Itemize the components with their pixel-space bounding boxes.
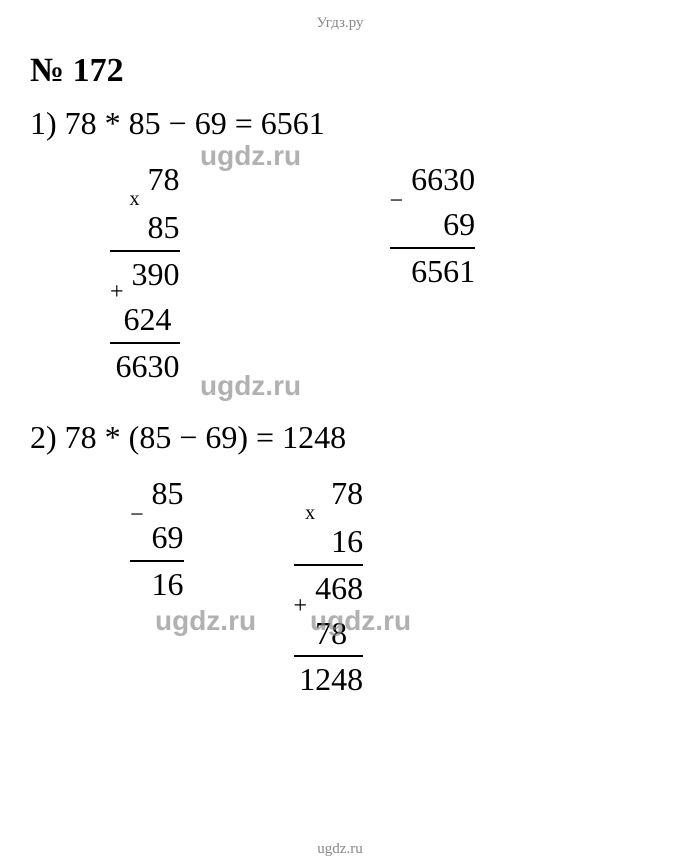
calc-row: х 78 [110, 157, 180, 205]
plus-operator: + [294, 593, 308, 619]
calc-result: 6630 [110, 344, 180, 389]
watermark: ugdz.ru [200, 140, 301, 172]
calc-row: 85 [110, 205, 180, 252]
subtraction-block-2: − 85 69 16 [130, 471, 184, 703]
partial-1: 468 [315, 570, 363, 606]
calc-row: 16 [294, 519, 364, 566]
mult-operator: х [130, 188, 140, 210]
problem-2-equation: 2) 78 * (85 − 69) = 1248 [30, 419, 650, 456]
operand-a: 78 [331, 475, 363, 511]
minus-operator: − [130, 502, 144, 528]
operand-a: 85 [152, 475, 184, 511]
minus-operator: − [390, 188, 404, 214]
problem-1-calculations: х 78 85 + 390 624 6630 − 6630 69 6561 [30, 157, 650, 389]
plus-operator: + [110, 279, 124, 305]
calc-row: − 6630 [390, 157, 476, 202]
calc-row: + 390 [110, 252, 180, 297]
problem-2-calculations: − 85 69 16 х 78 16 + 468 78 1248 [30, 471, 650, 703]
multiplication-block-2: х 78 16 + 468 78 1248 [294, 471, 364, 703]
watermark: ugdz.ru [155, 605, 256, 637]
operand-a: 78 [148, 161, 180, 197]
subtraction-block-1: − 6630 69 6561 [390, 157, 476, 389]
calc-result: 1248 [294, 657, 364, 702]
calc-result: 6561 [390, 249, 476, 294]
multiplication-block-1: х 78 85 + 390 624 6630 [110, 157, 180, 389]
calc-row: − 85 [130, 471, 184, 516]
calc-result: 16 [130, 562, 184, 607]
calc-row: + 468 [294, 566, 364, 611]
problem-1-equation: 1) 78 * 85 − 69 = 6561 [30, 105, 650, 142]
calc-row: х 78 [294, 471, 364, 519]
watermark: ugdz.ru [200, 370, 301, 402]
mult-operator: х [305, 502, 315, 524]
partial-1: 390 [132, 256, 180, 292]
problem-title: № 172 [30, 52, 650, 90]
operand-a: 6630 [411, 161, 475, 197]
site-header: Угдз.ру [30, 15, 650, 32]
watermark: ugdz.ru [310, 605, 411, 637]
site-footer: ugdz.ru [317, 841, 362, 858]
